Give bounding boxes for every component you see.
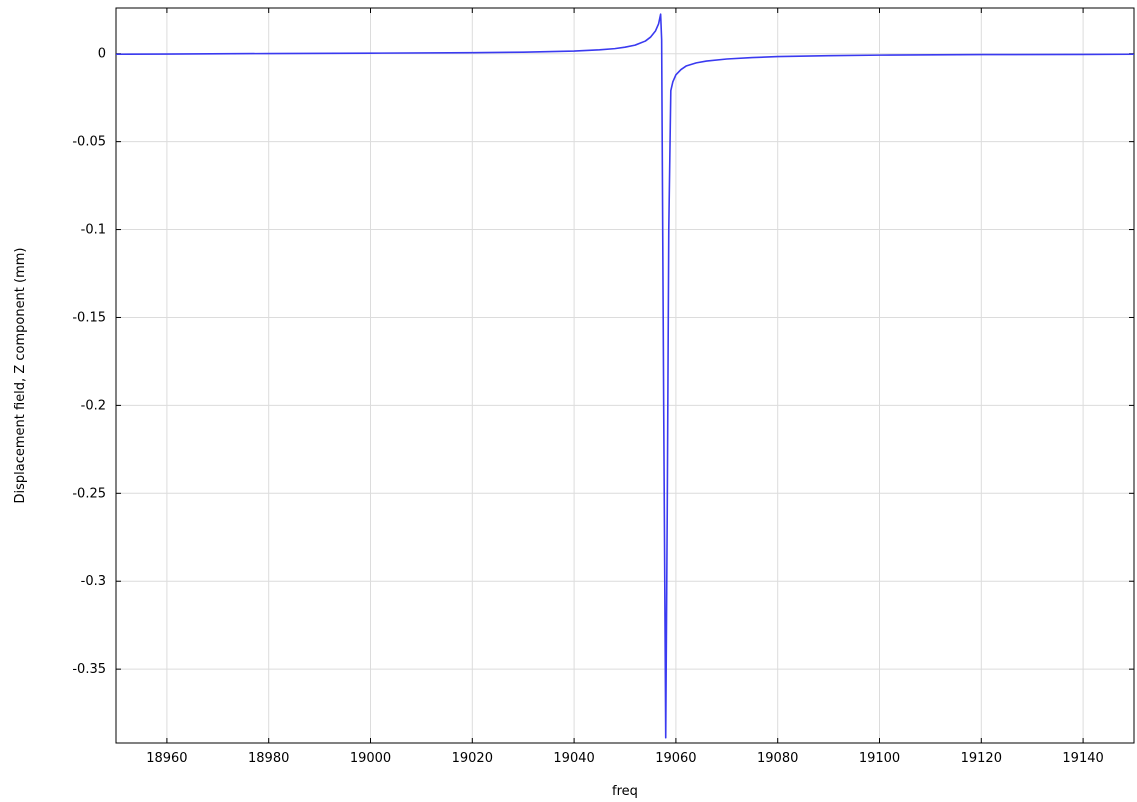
- y-tick-label: -0.25: [72, 486, 106, 501]
- x-tick-label: 19040: [553, 751, 594, 766]
- grid-lines: [116, 8, 1134, 743]
- y-tick-label: -0.3: [81, 574, 106, 589]
- x-tick-label: 19020: [452, 751, 493, 766]
- x-tick-label: 19080: [757, 751, 798, 766]
- y-tick-label: -0.05: [72, 135, 106, 150]
- plot-frame: [115, 7, 1135, 744]
- series-line-0: [115, 13, 1135, 739]
- y-tick-label: -0.1: [81, 223, 106, 238]
- y-tick-label: -0.2: [81, 398, 106, 413]
- x-tick-label: 19120: [961, 751, 1002, 766]
- y-tick-label: 0: [98, 47, 106, 62]
- x-tick-label: 19060: [655, 751, 696, 766]
- y-axis-label: Displacement field, Z component (mm): [13, 247, 28, 503]
- series-group: [115, 13, 1135, 739]
- x-axis-ticks: 18960 18980 19000 19020 19040 19060 19080 19100…: [146, 8, 1104, 766]
- y-tick-label: -0.35: [72, 662, 106, 677]
- x-tick-label: 19100: [859, 751, 900, 766]
- x-tick-label: 18980: [248, 751, 289, 766]
- x-tick-label: 19140: [1062, 751, 1103, 766]
- y-axis-ticks: 0 -0.05 -0.1 -0.15 -0.2 -0.25 -0.3 -0.35: [72, 47, 1134, 677]
- y-tick-label: -0.15: [72, 310, 106, 325]
- x-tick-label: 19000: [350, 751, 391, 766]
- x-tick-label: 18960: [146, 751, 187, 766]
- x-axis-label: freq: [612, 784, 638, 799]
